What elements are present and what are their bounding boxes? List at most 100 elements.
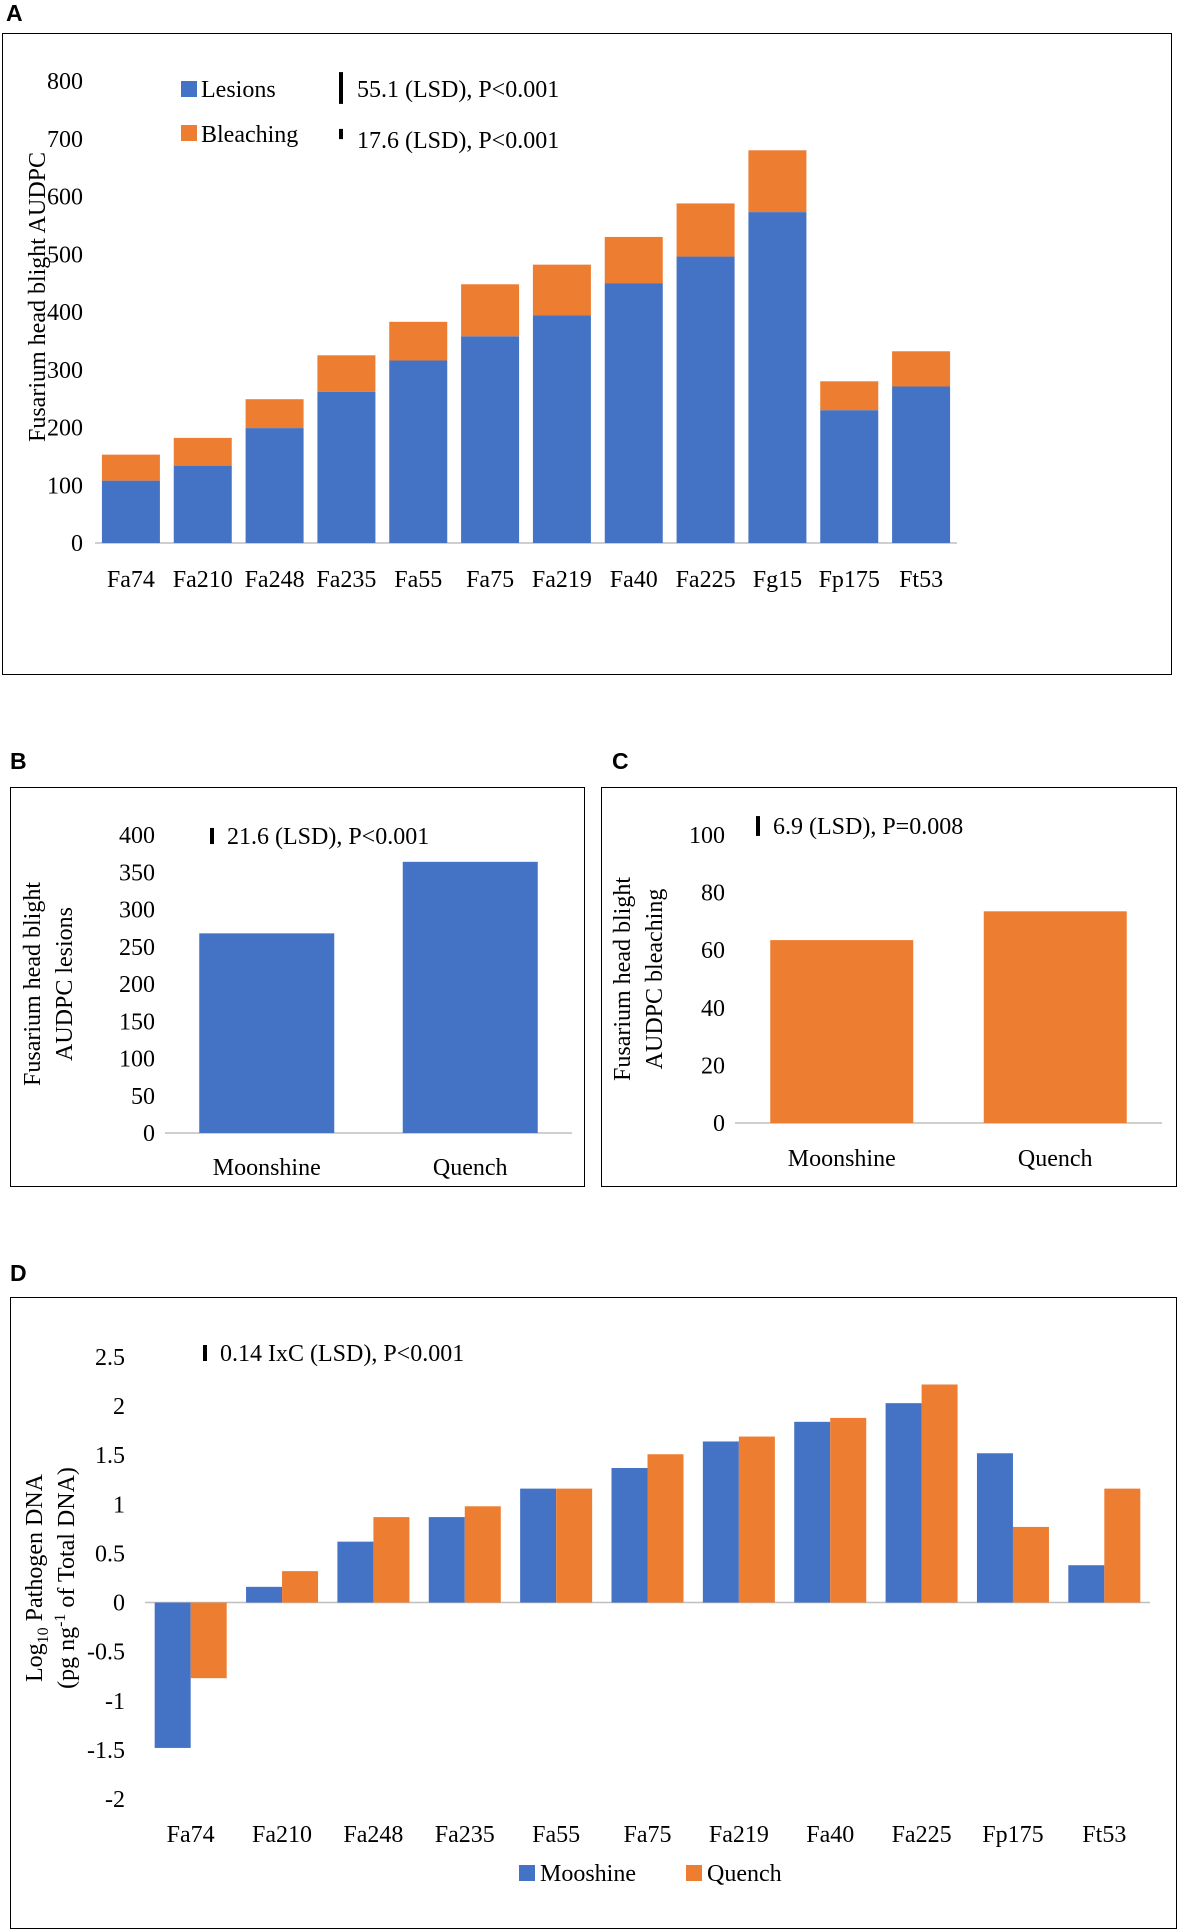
- panel-d-lsd-annotation: 0.14 IxC (LSD), P<0.001: [220, 1341, 464, 1367]
- panel-a-bar-lesions-fa55: [389, 360, 448, 543]
- panel-d-x-tick-label: Fa74: [167, 1822, 215, 1848]
- panel-label-c: C: [612, 748, 629, 774]
- panel-d-legend-label-mooshine: Mooshine: [540, 1861, 636, 1887]
- panel-c-y-tick-label: 0: [713, 1111, 725, 1137]
- panel-a-bar-bleaching-fa225: [676, 203, 735, 257]
- panel-c-bar-quench: [983, 911, 1127, 1123]
- panel-d-bar-quench-fa74: [190, 1602, 227, 1679]
- panel-d-x-tick-label: Fa235: [435, 1822, 495, 1848]
- panel-d-legend-swatch-quench: [686, 1865, 702, 1881]
- panel-a-x-tick-label: Fg15: [753, 567, 802, 593]
- panel-a-bar-lesions-fa235: [317, 391, 376, 543]
- panel-a-x-tick-label: Fa55: [394, 567, 442, 593]
- panel-a-bar-lesions-fa248: [245, 428, 304, 543]
- panel-d-bar-quench-fa225: [921, 1384, 958, 1603]
- panel-d-bar-quench-fa219: [738, 1436, 775, 1603]
- panel-a-x-tick-label: Fa74: [107, 567, 155, 593]
- panel-d-x-tick-label: Ft53: [1082, 1822, 1126, 1848]
- panel-d-bar-mooshine-fp175: [976, 1453, 1013, 1603]
- panel-a-bar-lesions-fa225: [676, 256, 735, 543]
- panel-b-lsd-annotation: 21.6 (LSD), P<0.001: [227, 824, 429, 850]
- panel-a-bar-bleaching-fa219: [532, 264, 591, 316]
- panel-c-frame: [601, 787, 1177, 1187]
- panel-a-bar-bleaching-fa74: [101, 454, 160, 481]
- panel-d-bar-quench-fa248: [373, 1517, 410, 1603]
- panel-d-bar-mooshine-fa225: [885, 1403, 922, 1603]
- panel-d-y-tick-label: 2: [113, 1394, 125, 1420]
- panel-d-legend-label-quench: Quench: [707, 1861, 782, 1887]
- panel-d-bar-mooshine-fa210: [246, 1586, 283, 1603]
- panel-d-frame: [10, 1297, 1177, 1929]
- panel-a-bar-bleaching-fg15: [748, 150, 807, 213]
- panel-d-bar-mooshine-ft53: [1068, 1565, 1105, 1603]
- panel-d-bar-quench-fa210: [282, 1571, 319, 1603]
- panel-b-y-tick-label: 350: [119, 860, 155, 886]
- panel-a-y-tick-label: 0: [71, 531, 83, 557]
- panel-label-d: D: [10, 1260, 27, 1286]
- panel-a-lsd-annotation: 55.1 (LSD), P<0.001: [357, 77, 559, 103]
- panel-a-bar-lesions-fp175: [820, 410, 879, 543]
- panel-d-x-tick-label: Fa55: [532, 1822, 580, 1848]
- panel-a-y-tick-label: 300: [47, 358, 83, 384]
- panel-b-y-tick-label: 100: [119, 1047, 155, 1073]
- panel-a-bar-lesions-ft53: [892, 386, 951, 543]
- panel-a-bar-lesions-fa219: [532, 315, 591, 543]
- panel-a-bar-bleaching-fa40: [604, 236, 663, 284]
- panel-b-y-tick-label: 50: [131, 1084, 155, 1110]
- panel-d-y-tick-label: 1: [113, 1492, 125, 1518]
- panel-d-y-tick-label: -0.5: [87, 1640, 125, 1666]
- panel-a-y-tick-label: 700: [47, 127, 83, 153]
- panel-a-y-tick-label: 200: [47, 416, 83, 442]
- panel-b-y-axis-title: AUDPC lesions: [52, 907, 78, 1061]
- panel-c-y-tick-label: 20: [701, 1053, 725, 1079]
- panel-c-y-tick-label: 40: [701, 996, 725, 1022]
- panel-c-y-axis-title: AUDPC bleaching: [642, 889, 668, 1070]
- panel-a-y-tick-label: 600: [47, 185, 83, 211]
- panel-a-legend-swatch-lesions: [181, 81, 197, 97]
- panel-b-y-tick-label: 0: [143, 1121, 155, 1147]
- panel-d-bar-mooshine-fa40: [794, 1421, 831, 1603]
- panel-a-frame: [2, 33, 1172, 675]
- panel-a-y-tick-label: 500: [47, 242, 83, 268]
- panel-b-y-tick-label: 250: [119, 935, 155, 961]
- panel-a-bar-lesions-fa75: [461, 336, 520, 543]
- panel-b-y-tick-label: 300: [119, 898, 155, 924]
- panel-a-y-tick-label: 100: [47, 473, 83, 499]
- panel-a-lsd-annotation: 17.6 (LSD), P<0.001: [357, 128, 559, 154]
- panel-c-bar-moonshine: [770, 940, 914, 1123]
- panel-c-x-tick-label: Moonshine: [788, 1146, 896, 1172]
- panel-a-y-axis-title: Fusarium head blight AUDPC: [25, 152, 51, 442]
- panel-d-bar-quench-fa75: [647, 1454, 684, 1603]
- panel-d-y-tick-label: 2.5: [95, 1345, 125, 1371]
- panel-a-legend-swatch-bleaching: [181, 125, 197, 141]
- panel-d-y-tick-label: 1.5: [95, 1443, 125, 1469]
- panel-a-bar-bleaching-fp175: [820, 381, 879, 411]
- panel-b-bar-moonshine: [199, 933, 335, 1133]
- panel-a-bar-bleaching-fa235: [317, 355, 376, 392]
- panel-a-bar-bleaching-fa75: [461, 284, 520, 337]
- panel-d-bar-mooshine-fa55: [520, 1488, 557, 1603]
- panel-b-y-tick-label: 150: [119, 1009, 155, 1035]
- panel-b-y-axis-title: Fusarium head blight: [20, 882, 46, 1086]
- panel-d-x-tick-label: Fa210: [252, 1822, 312, 1848]
- panel-a-x-tick-label: Fp175: [819, 567, 880, 593]
- panel-d-bar-quench-fa235: [464, 1506, 501, 1603]
- panel-d-bar-mooshine-fa74: [154, 1602, 191, 1748]
- panel-d-bar-mooshine-fa219: [702, 1441, 739, 1603]
- panel-d-y-axis-title: Log10 Pathogen DNA: [22, 1473, 52, 1682]
- panel-a-x-tick-label: Fa225: [676, 567, 736, 593]
- panel-b-bar-quench: [402, 861, 538, 1133]
- panel-d-bar-quench-fa55: [556, 1488, 593, 1603]
- panel-d-y-tick-label: -1.5: [87, 1738, 125, 1764]
- panel-c-y-tick-label: 60: [701, 938, 725, 964]
- panel-b-x-tick-label: Moonshine: [213, 1155, 321, 1181]
- panel-a-bar-bleaching-fa248: [245, 399, 304, 429]
- panel-label-a: A: [6, 0, 23, 26]
- panel-label-b: B: [10, 748, 27, 774]
- panel-d-x-tick-label: Fa225: [892, 1822, 952, 1848]
- panel-a-bar-bleaching-fa55: [389, 321, 448, 361]
- panel-a-y-tick-label: 800: [47, 69, 83, 95]
- panel-d-bar-mooshine-fa235: [428, 1517, 465, 1603]
- panel-d-bar-mooshine-fa75: [611, 1467, 648, 1603]
- panel-d-bar-quench-fp175: [1012, 1526, 1049, 1603]
